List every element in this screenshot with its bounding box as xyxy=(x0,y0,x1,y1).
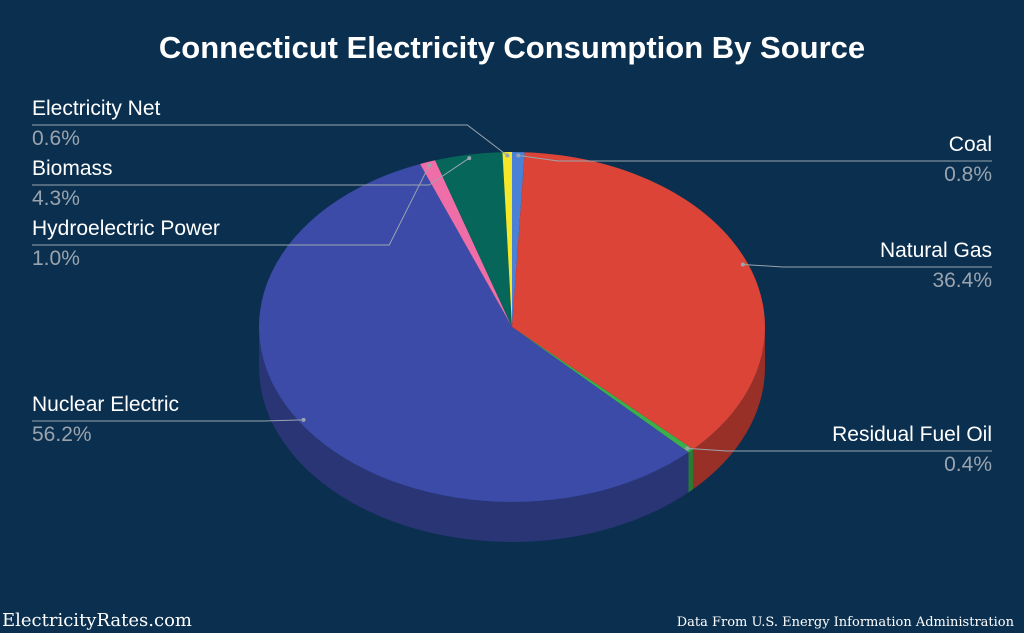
pie-slice-coal xyxy=(512,152,525,327)
label-name: Electricity Net xyxy=(32,97,161,120)
pie-side-nuclear-electric xyxy=(259,327,689,542)
label-name: Nuclear Electric xyxy=(32,393,180,416)
pie-side-natural-gas xyxy=(692,327,765,490)
pie-slice-natural-gas xyxy=(512,152,766,450)
pie-slice-residual-fuel-oil xyxy=(512,327,693,453)
leader-line-natural-gas xyxy=(742,263,992,268)
chart-title: Connecticut Electricity Consumption By S… xyxy=(158,30,866,65)
leader-dot-coal xyxy=(516,153,521,158)
pie-slice-nuclear-electric xyxy=(259,163,689,502)
leader-dot-nuclear-electric xyxy=(301,417,306,422)
label-percent: 0.8% xyxy=(944,163,992,186)
label-nuclear-electric: Nuclear Electric 56.2% xyxy=(32,390,179,450)
label-natural-gas: Natural Gas 36.4% xyxy=(880,236,992,296)
leader-dot-residual-fuel-oil xyxy=(685,446,690,451)
leader-dot-electricity-net xyxy=(505,153,510,158)
leader-dot-natural-gas xyxy=(740,262,745,267)
label-coal: Coal 0.8% xyxy=(944,130,992,190)
label-name: Natural Gas xyxy=(879,239,992,262)
leader-dot-biomass xyxy=(467,156,472,161)
label-name: Coal xyxy=(948,133,992,156)
pie-side-residual-fuel-oil xyxy=(688,449,693,493)
label-biomass: Biomass 4.3% xyxy=(32,154,113,214)
label-name: Biomass xyxy=(32,157,113,180)
pie-slice-electricity-net xyxy=(502,152,512,327)
leader-line-biomass xyxy=(32,157,470,186)
label-name: Hydroelectric Power xyxy=(32,217,220,240)
label-percent: 1.0% xyxy=(32,247,80,270)
leader-line-hydroelectric-power xyxy=(32,165,430,246)
source-text: Data From U.S. Energy Information Admini… xyxy=(676,615,1014,630)
label-residual-fuel-oil: Residual Fuel Oil 0.4% xyxy=(832,420,992,480)
leader-dot-hydroelectric-power xyxy=(427,163,432,168)
label-hydroelectric-power: Hydroelectric Power 1.0% xyxy=(32,214,220,274)
leader-line-residual-fuel-oil xyxy=(687,447,992,452)
leader-line-coal xyxy=(518,155,992,162)
leader-line-nuclear-electric xyxy=(32,419,304,422)
label-percent: 4.3% xyxy=(32,187,80,210)
label-percent: 56.2% xyxy=(32,423,92,446)
label-electricity-net: Electricity Net 0.6% xyxy=(32,94,160,154)
label-name: Residual Fuel Oil xyxy=(832,423,992,446)
label-percent: 0.4% xyxy=(944,453,992,476)
pie-slice-hydroelectric-power xyxy=(420,160,512,327)
brand-text: ElectricityRates.com xyxy=(2,610,192,631)
leader-line-electricity-net xyxy=(32,124,508,156)
label-percent: 0.6% xyxy=(32,127,80,150)
pie-slice-biomass xyxy=(435,152,512,327)
label-percent: 36.4% xyxy=(932,269,992,292)
